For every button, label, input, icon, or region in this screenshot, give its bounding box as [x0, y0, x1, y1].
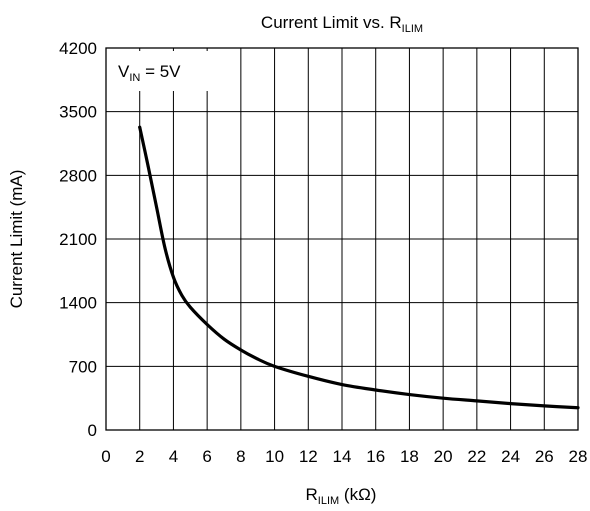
data-point: [509, 402, 512, 406]
data-point: [163, 246, 167, 250]
grid-layer: [106, 48, 578, 430]
x-tick-label: 22: [467, 447, 486, 466]
x-tick-label: 26: [535, 447, 554, 466]
data-point: [172, 275, 175, 279]
vin-annotation: VIN = 5V: [118, 62, 181, 84]
x-tick-label: 8: [236, 447, 245, 466]
y-tick-label: 1400: [59, 294, 97, 313]
data-point: [188, 305, 192, 309]
data-point: [340, 383, 344, 386]
data-point: [441, 396, 445, 400]
data-point: [273, 364, 276, 368]
data-point: [256, 357, 260, 361]
plot-frame: [105, 47, 579, 431]
x-tick-label: 12: [299, 447, 318, 466]
y-tick-label: 4200: [59, 39, 97, 58]
data-point: [306, 374, 310, 378]
x-tick-label: 28: [569, 447, 588, 466]
tick-label-layer: 0 2 4 6 8 10 12 14 16 18 20 22 24 26 28070014002100280…: [59, 39, 587, 466]
x-tick-label: 6: [202, 447, 211, 466]
series-layer: [138, 125, 580, 410]
y-tick-label: 3500: [59, 103, 97, 122]
y-tick-label: 700: [69, 357, 97, 376]
data-point: [138, 125, 142, 129]
chart-title: Current Limit vs. RILIM: [261, 13, 423, 35]
data-point: [205, 323, 209, 326]
x-axis-title: RILIM (kΩ): [306, 485, 377, 507]
data-point: [542, 404, 546, 408]
x-tick-label: 24: [501, 447, 520, 466]
x-tick-label: 4: [169, 447, 178, 466]
x-tick-label: 14: [333, 447, 352, 466]
y-tick-label: 2100: [59, 230, 97, 249]
x-tick-label: 18: [400, 447, 419, 466]
data-point: [155, 205, 158, 209]
data-point: [222, 337, 226, 341]
y-tick-label: 2800: [59, 166, 97, 185]
annotation-background: [106, 51, 209, 91]
y-tick-label: 0: [88, 421, 97, 440]
x-tick-label: 16: [366, 447, 385, 466]
x-tick-label: 0: [101, 447, 110, 466]
data-point: [239, 348, 243, 352]
data-point: [374, 388, 378, 392]
x-tick-label: 10: [265, 447, 284, 466]
data-point: [146, 164, 150, 168]
data-point: [180, 293, 184, 297]
x-tick-label: 2: [135, 447, 144, 466]
data-point: [408, 393, 411, 396]
y-axis-title: Current Limit (mA): [7, 170, 26, 309]
x-tick-label: 20: [434, 447, 453, 466]
data-point: [475, 399, 479, 403]
